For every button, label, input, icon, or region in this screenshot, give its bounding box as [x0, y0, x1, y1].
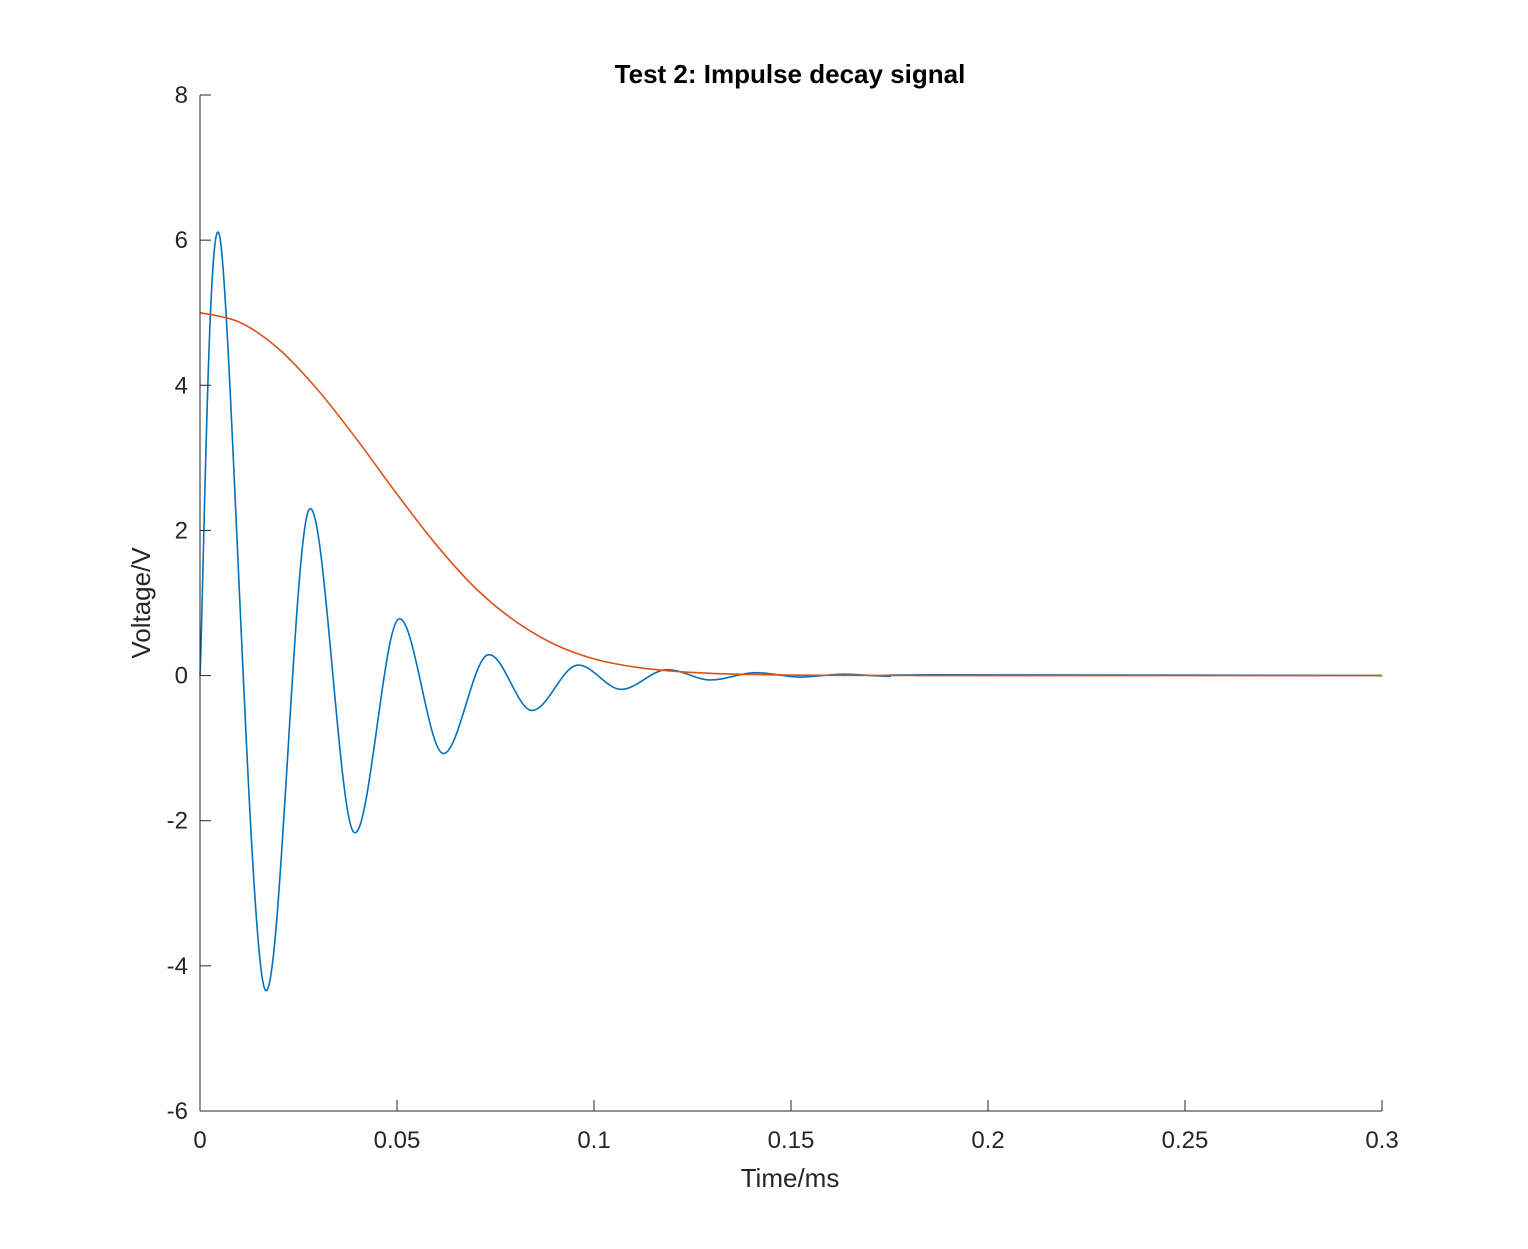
- x-tick-label: 0.05: [374, 1127, 421, 1154]
- y-tick-label: 8: [175, 82, 188, 109]
- x-tick-label: 0.2: [971, 1127, 1004, 1154]
- y-tick-label: -4: [167, 953, 188, 980]
- chart-title: Test 2: Impulse decay signal: [615, 59, 966, 89]
- x-tick-label: 0: [193, 1127, 206, 1154]
- x-tick-label: 0.1: [577, 1127, 610, 1154]
- series-line-2: [199, 311, 1383, 677]
- y-tick-label: 4: [175, 372, 188, 399]
- y-tick-label: -6: [167, 1098, 188, 1125]
- x-tick-label: 0.15: [768, 1127, 815, 1154]
- x-axis-label: Time/ms: [741, 1163, 840, 1193]
- series-line-1: [199, 231, 1383, 992]
- y-tick-label: 6: [175, 227, 188, 254]
- x-tick-label: 0.3: [1365, 1127, 1398, 1154]
- y-tick-label: 2: [175, 517, 188, 544]
- x-tick-label: 0.25: [1162, 1127, 1209, 1154]
- y-tick-label: 0: [175, 663, 188, 690]
- y-axis-ticks: -6 -4 -2 0 2 4 6 8: [167, 82, 211, 1125]
- plot-area: [199, 231, 1383, 992]
- y-axis-label: Voltage/V: [126, 547, 156, 659]
- x-axis-ticks: 0 0.05 0.1 0.15 0.2 0.25 0.3: [193, 1100, 1399, 1154]
- y-tick-label: -2: [167, 808, 188, 835]
